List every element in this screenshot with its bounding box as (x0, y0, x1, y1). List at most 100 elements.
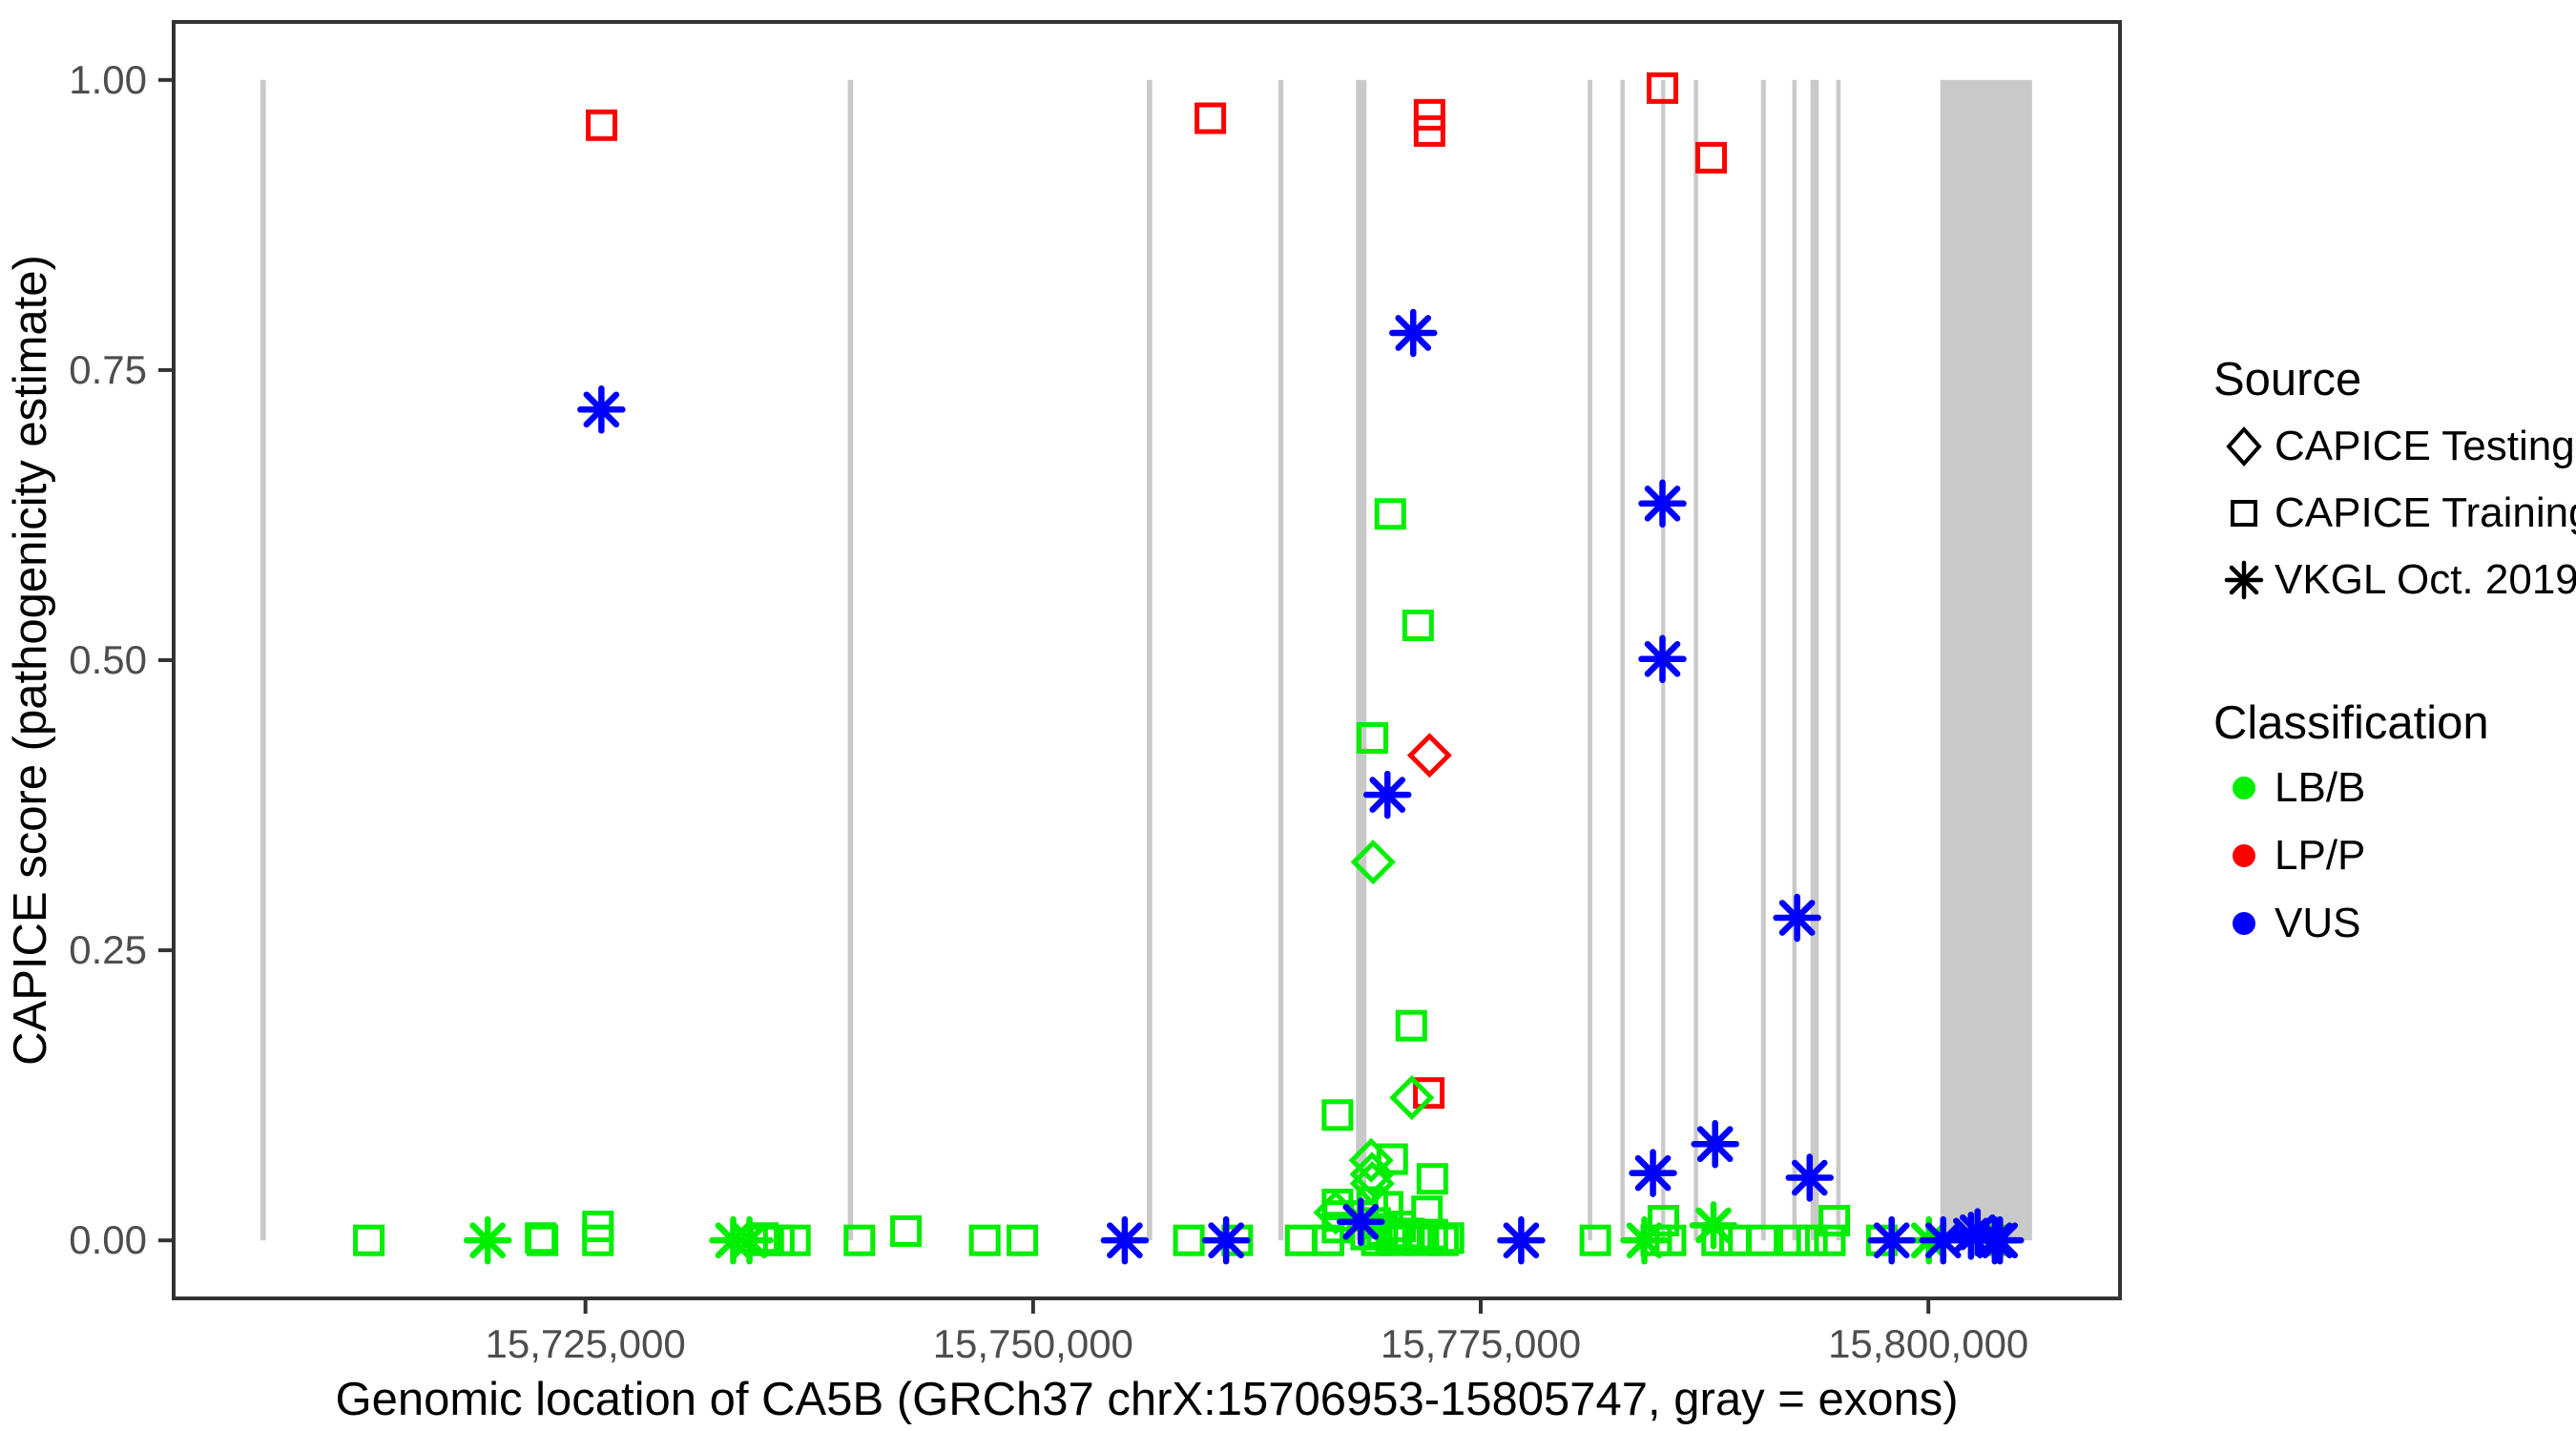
data-point-square (1413, 114, 1445, 147)
exon-band (847, 79, 854, 1241)
asterisk-spoke (1369, 777, 1406, 813)
exon-band (1620, 79, 1625, 1241)
data-point-asterisk (1867, 1215, 1916, 1265)
data-point-asterisk (1773, 893, 1821, 943)
legend-source-title: Source (2213, 354, 2362, 405)
data-point-asterisk (1337, 1197, 1385, 1246)
data-point-asterisk (1689, 1201, 1738, 1250)
asterisk-spoke (1342, 1203, 1380, 1240)
x-axis-title: Genomic location of CA5B (GRCh37 chrX:15… (335, 1374, 1958, 1425)
exon-band (260, 79, 266, 1241)
y-tick-label: 0.00 (69, 1217, 147, 1262)
y-tick-label: 0.50 (69, 637, 147, 682)
data-point-square (1796, 1224, 1828, 1256)
exon-band (1356, 79, 1367, 1241)
square-marker-icon (2213, 485, 2275, 542)
exon-band (1693, 79, 1698, 1241)
y-axis-title: CAPICE score (pathogenicity estimate) (5, 255, 56, 1066)
data-point-square (1374, 498, 1406, 530)
data-point-diamond (1349, 1161, 1395, 1207)
data-point-square (1695, 141, 1728, 174)
asterisk-spoke (1644, 640, 1681, 677)
red-dot-icon (2213, 827, 2275, 884)
data-point-square (1646, 72, 1678, 104)
asterisk-spoke (583, 391, 620, 428)
exon-band (1278, 79, 1284, 1241)
data-point-square (1356, 721, 1388, 754)
asterisk-spoke (469, 1222, 506, 1258)
asterisk-spoke (1107, 1222, 1143, 1258)
data-point-asterisk (1785, 1153, 1835, 1202)
data-point-square (1416, 1163, 1448, 1195)
data-point-asterisk (1497, 1215, 1546, 1265)
data-point-asterisk (1620, 1215, 1669, 1265)
data-point-square (1321, 1099, 1354, 1131)
green-dot-icon (2213, 759, 2275, 817)
data-point-square (1413, 1077, 1445, 1110)
data-point-asterisk (1638, 634, 1687, 684)
data-point-square (1284, 1224, 1317, 1256)
data-point-square (1416, 1218, 1448, 1251)
data-point-square (1413, 98, 1445, 131)
exon-band (1836, 79, 1841, 1241)
data-point-square (843, 1224, 876, 1256)
data-point-square (1777, 1224, 1810, 1256)
x-tick-label: 15,725,000 (486, 1321, 686, 1366)
data-point-square (1818, 1205, 1851, 1237)
data-point-square (586, 109, 618, 141)
exon-band (1760, 79, 1766, 1241)
asterisk-spoke (1778, 900, 1816, 936)
data-point-diamond (1406, 733, 1452, 778)
x-tick-label: 15,800,000 (1828, 1321, 2028, 1366)
data-point-asterisk (1389, 308, 1438, 358)
data-point-square (582, 1224, 614, 1256)
data-point-square (527, 1224, 559, 1256)
y-tick-label: 0.75 (69, 347, 147, 392)
x-tick-label: 15,750,000 (933, 1321, 1133, 1366)
legend-item-capice-testing: CAPICE Testing (2213, 418, 2575, 475)
asterisk-spoke (731, 1222, 768, 1258)
legend-item-label: LB/B (2275, 764, 2366, 811)
data-point-asterisk (1976, 1215, 2025, 1265)
data-point-diamond (1349, 1151, 1395, 1197)
legend-item-lpp: LP/P (2213, 827, 2365, 884)
legend-item-vus: VUS (2213, 895, 2360, 952)
exon-band (1792, 79, 1797, 1241)
x-tick-label: 15,775,000 (1381, 1321, 1581, 1366)
data-point-asterisk (577, 385, 626, 434)
data-point-square (353, 1224, 385, 1256)
asterisk-spoke (1960, 1213, 1996, 1251)
data-point-diamond (1350, 840, 1396, 885)
exon-band (1940, 79, 2032, 1241)
asterisk-spoke (1644, 485, 1681, 522)
legend-item-capice-training: CAPICE Training (2213, 485, 2576, 542)
data-point-square (1814, 1224, 1846, 1256)
legend-classification-title: Classification (2213, 697, 2489, 749)
asterisk-spoke (1634, 1154, 1672, 1192)
legend-item-label: VKGL Oct. 2019 (2275, 556, 2576, 603)
data-point-square (1173, 1224, 1205, 1256)
exon-band (1810, 79, 1819, 1241)
legend-item-lbb: LB/B (2213, 759, 2365, 817)
y-tick-label: 1.00 (69, 57, 147, 102)
asterisk-spoke (1626, 1222, 1663, 1258)
data-point-square (890, 1214, 923, 1247)
plot-legend: Source CAPICE Testing CAPICE Training (2213, 0, 2576, 1431)
data-point-square (1402, 610, 1434, 642)
data-point-square (1579, 1224, 1611, 1256)
exon-band (1588, 79, 1592, 1241)
asterisk-spoke (1395, 315, 1432, 351)
asterisk-spoke (1503, 1222, 1540, 1258)
data-point-square (1195, 102, 1227, 135)
asterisk-marker-icon (2213, 551, 2275, 609)
data-point-square (1747, 1224, 1779, 1256)
legend-item-label: VUS (2275, 900, 2361, 946)
asterisk-spoke (1873, 1222, 1910, 1258)
asterisk-spoke (1208, 1222, 1244, 1258)
legend-item-label: CAPICE Testing (2275, 423, 2575, 469)
data-point-square (779, 1224, 811, 1256)
data-point-square (1407, 1224, 1440, 1256)
data-point-asterisk (463, 1215, 512, 1265)
